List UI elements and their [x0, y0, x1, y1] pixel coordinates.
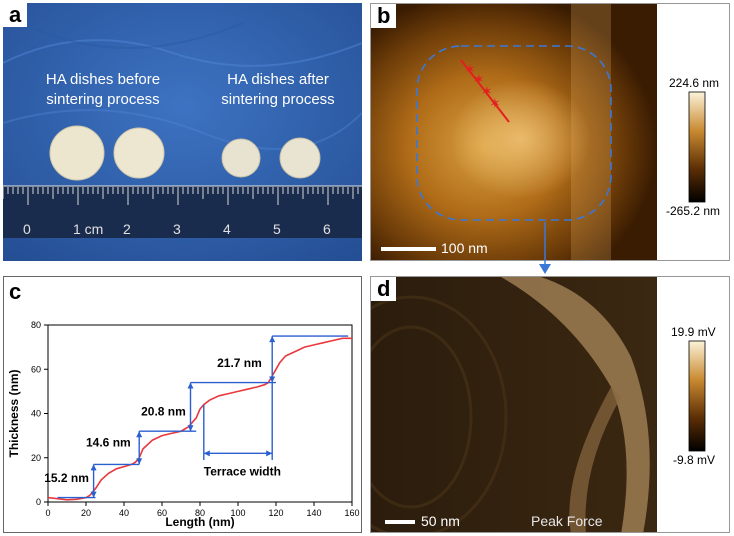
colorbar-max-label: 224.6 nm — [669, 76, 720, 90]
ruler-label: 2 — [123, 221, 131, 237]
dish-after-1 — [221, 138, 261, 178]
panel-a-photo: a HA dishes before sintering process HA … — [3, 3, 362, 261]
panel-c-label: c — [9, 279, 22, 304]
caption-after-sintering: HA dishes after sintering process — [221, 71, 335, 108]
caption-before-sintering: HA dishes before sintering process — [45, 71, 161, 108]
y-tick-label: 40 — [31, 409, 41, 419]
step-annotation: 20.8 nm — [141, 405, 186, 419]
panel-d-label: d — [371, 277, 397, 301]
x-tick-label: 160 — [344, 508, 359, 518]
scale-bar-50nm — [385, 520, 415, 524]
step-arrow-4-head-top — [269, 336, 276, 343]
particle-edge — [501, 277, 650, 532]
ruler-label: 6 — [323, 221, 331, 237]
mode-label: Peak Force — [531, 513, 603, 529]
ruler — [3, 186, 362, 238]
ruler-label: 1 cm — [73, 221, 104, 237]
dish-after-2 — [279, 137, 321, 179]
colorbar-min-label: -9.8 mV — [673, 453, 716, 467]
x-tick-label: 80 — [195, 508, 205, 518]
colorbar-min-label: -265.2 nm — [666, 204, 721, 218]
photo-hydroxyapatite-dishes — [3, 3, 362, 261]
signal-colorbar — [688, 340, 706, 452]
x-tick-label: 0 — [45, 508, 50, 518]
ruler-label: 3 — [173, 221, 181, 237]
panel-b-afm-topography: ✶ ✶ ✶ ✶ b 224.6 nm -265.2 nm 100 nm — [370, 3, 730, 261]
y-tick-label: 20 — [31, 453, 41, 463]
dish-before-2 — [113, 127, 165, 179]
x-tick-label: 60 — [157, 508, 167, 518]
ruler-label: 4 — [223, 221, 231, 237]
y-tick-label: 0 — [36, 497, 41, 507]
panel-d-peak-force: d 19.9 mV -9.8 mV 50 nm Peak Force — [370, 276, 730, 533]
step-arrow-2-head-top — [136, 431, 143, 438]
y-tick-label: 60 — [31, 364, 41, 374]
peak-force-image — [371, 277, 729, 532]
panel-c-height-profile: 0 20 40 60 80 100 120 140 160 0 20 40 60 80 Length (nm… — [3, 276, 362, 533]
svg-text:✶: ✶ — [473, 71, 485, 87]
step-arrow-3-head-bottom — [187, 425, 194, 432]
x-tick-label: 120 — [268, 508, 283, 518]
thickness-profile-line — [47, 337, 352, 501]
step-arrow-2-head-bottom — [136, 458, 143, 465]
scale-bar-100nm — [381, 247, 436, 251]
x-tick-label: 100 — [230, 508, 245, 518]
svg-text:✶: ✶ — [464, 61, 476, 77]
terrace-head-left — [203, 450, 210, 457]
scale-bar-label: 100 nm — [441, 240, 488, 256]
step-annotation: 21.7 nm — [217, 356, 262, 370]
scale-bar-label: 50 nm — [421, 513, 460, 529]
panel-b-label: b — [371, 4, 397, 28]
height-colorbar — [688, 91, 706, 203]
ruler-label: 5 — [273, 221, 281, 237]
afm-height-image: ✶✶ ✶✶ — [371, 4, 729, 260]
ruler-label: 0 — [23, 221, 31, 237]
afm-selection-outline — [416, 45, 612, 221]
step-annotation: Terrace width — [204, 464, 281, 478]
step-arrow-3-head-top — [187, 382, 194, 389]
step-annotation: 15.2 nm — [44, 471, 89, 485]
panel-a-label: a — [3, 3, 28, 27]
y-tick-label: 80 — [31, 320, 41, 330]
colorbar-max-label: 19.9 mV — [671, 325, 716, 339]
svg-text:✶: ✶ — [481, 83, 493, 99]
step-annotation: 14.6 nm — [86, 436, 131, 450]
terrace-head-right — [266, 450, 273, 457]
x-tick-label: 40 — [119, 508, 129, 518]
dish-before-1 — [49, 125, 105, 181]
svg-text:✶: ✶ — [489, 95, 501, 111]
step-arrow-1-head-top — [90, 464, 97, 471]
connector-arrow — [539, 222, 551, 274]
x-axis-label: Length (nm) — [165, 515, 234, 529]
x-tick-label: 20 — [81, 508, 91, 518]
step-arrow-4-head-bottom — [269, 376, 276, 383]
x-tick-label: 140 — [306, 508, 321, 518]
step-arrow-1-head-bottom — [90, 491, 97, 498]
y-axis-label: Thickness (nm) — [7, 369, 21, 457]
afm-profile-line — [460, 59, 510, 123]
